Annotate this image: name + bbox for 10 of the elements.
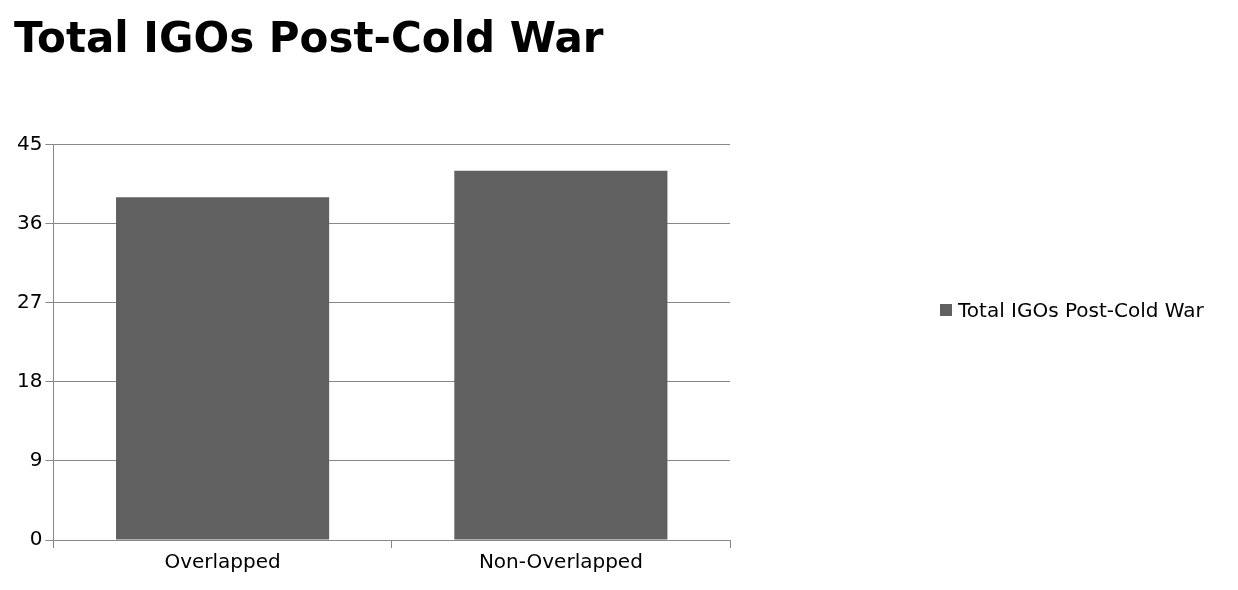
y-tick-label: 18 [17,367,43,392]
y-tick-label: 36 [17,209,43,234]
x-tick-label: Overlapped [164,549,281,574]
x-tick-label: Non-Overlapped [478,549,643,574]
y-tick-label: 27 [17,288,43,313]
y-tick-label: 45 [17,130,43,155]
chart-title: Total IGOs Post-Cold War [14,13,604,63]
y-tick-label: 0 [29,526,43,551]
legend-label: Total IGOs Post-Cold War [958,298,1204,322]
y-tick-label: 9 [29,447,43,472]
